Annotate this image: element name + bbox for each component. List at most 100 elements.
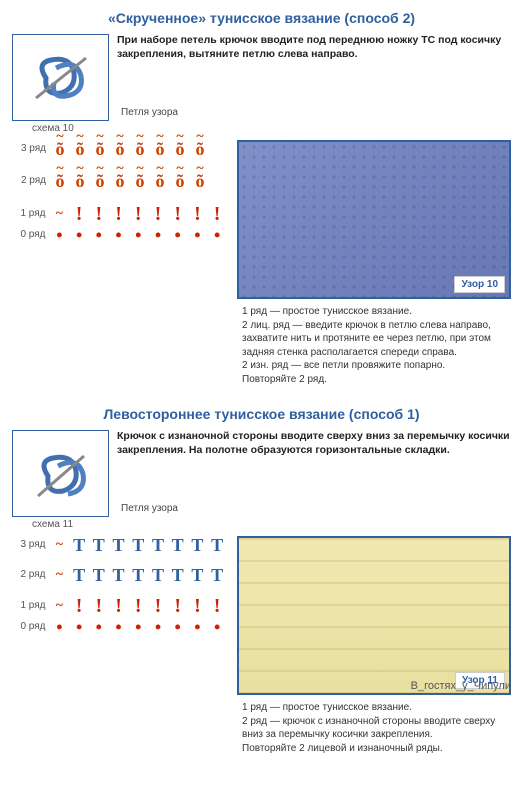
section1-desc: 1 ряд — простое тунисское вязание. 2 лиц… — [242, 305, 511, 386]
pattern-photo-2: Узор 11 — [237, 536, 511, 695]
chart-2: 3 ряд ~TTTTTTTT 2 ряд ~TTTTTTTT 1 ряд ~!… — [12, 536, 227, 695]
stitch-symbol: T — [207, 566, 227, 584]
stitch-symbol: ! — [148, 204, 168, 224]
loop-diagram-wrapper: Петля узора схема 11 — [12, 430, 109, 530]
stitch-symbol: ! — [89, 596, 109, 616]
stitch-symbol: • — [89, 618, 109, 636]
stitch-symbol: ! — [69, 204, 89, 224]
stitch-symbol: ~ — [50, 568, 70, 582]
watermark: В_гостях_у_Чипули — [411, 680, 511, 692]
chart-row: 0 ряд ••••••••• — [12, 618, 227, 636]
desc-line: 2 изн. ряд — все петли провяжите попарно… — [242, 359, 511, 373]
stitch-symbol: ~õ — [130, 172, 150, 190]
stitch-symbol: • — [50, 618, 70, 636]
section2-mid: 3 ряд ~TTTTTTTT 2 ряд ~TTTTTTTT 1 ряд ~!… — [12, 536, 511, 695]
stitch-symbol: ! — [188, 204, 208, 224]
stitch-symbol: • — [109, 618, 129, 636]
stitch-symbol: ~õ — [190, 172, 210, 190]
stitch-symbol: ! — [128, 596, 148, 616]
stitch-symbol: T — [207, 536, 227, 554]
desc-line: Повторяйте 2 ряд. — [242, 373, 511, 387]
stitch-symbol: ! — [168, 596, 188, 616]
stitch-symbol: ~õ — [50, 172, 70, 190]
stitch-symbol: ~õ — [190, 140, 210, 158]
stitch-symbol: ~õ — [110, 172, 130, 190]
chart-row: 3 ряд ~õ~õ~õ~õ~õ~õ~õ~õ — [12, 140, 227, 158]
stitch-symbol: • — [69, 618, 89, 636]
stitch-symbol: • — [50, 226, 70, 244]
row-label: 3 ряд — [12, 144, 50, 154]
stitch-symbol: • — [188, 226, 208, 244]
loop-diagram-wrapper: Петля узора схема 10 — [12, 34, 109, 134]
section2-top-row: Петля узора схема 11 Крючок с изнаночной… — [12, 430, 511, 530]
stitch-symbol: • — [168, 618, 188, 636]
stitch-symbol: • — [69, 226, 89, 244]
stitch-symbol: ~õ — [170, 172, 190, 190]
stitch-symbol: • — [128, 226, 148, 244]
row-label: 2 ряд — [12, 176, 50, 186]
stitch-symbol: T — [89, 536, 109, 554]
loop-diagram-2: Петля узора — [12, 430, 109, 517]
stitch-symbol: • — [148, 226, 168, 244]
chart-row: 2 ряд ~õ~õ~õ~õ~õ~õ~õ~õ — [12, 172, 227, 190]
desc-line: Повторяйте 2 лицевой и изнаночный ряды. — [242, 742, 511, 756]
loop-diagram-1: Петля узора — [12, 34, 109, 121]
row-label: 1 ряд — [12, 601, 50, 611]
section1-intro: При наборе петель крючок вводите под пер… — [117, 34, 511, 134]
section-leftside: Левостороннее тунисское вязание (способ … — [12, 406, 511, 755]
stitch-symbol: ! — [207, 596, 227, 616]
desc-line: 2 ряд — крючок с изнаночной стороны ввод… — [242, 715, 511, 742]
stitch-symbol: ~õ — [170, 140, 190, 158]
chart-1: 3 ряд ~õ~õ~õ~õ~õ~õ~õ~õ 2 ряд ~õ~õ~õ~õ~õ~… — [12, 140, 227, 299]
stitch-symbol: T — [109, 536, 129, 554]
stitch-symbol: T — [148, 536, 168, 554]
stitch-symbol: • — [207, 618, 227, 636]
stitch-symbol: ~õ — [110, 140, 130, 158]
stitch-symbol: ! — [188, 596, 208, 616]
row-label: 2 ряд — [12, 570, 50, 580]
stitch-symbol: T — [188, 536, 208, 554]
stitch-symbol: • — [128, 618, 148, 636]
stitch-symbol: • — [188, 618, 208, 636]
schema-label-2: схема 11 — [32, 519, 109, 530]
stitch-symbol: ~õ — [50, 140, 70, 158]
stitch-symbol: • — [109, 226, 129, 244]
stitch-symbol: ! — [148, 596, 168, 616]
stitch-symbol: ~õ — [70, 172, 90, 190]
stitch-symbol: T — [128, 566, 148, 584]
section2-title: Левостороннее тунисское вязание (способ … — [12, 406, 511, 422]
stitch-symbol: ~ — [50, 538, 70, 552]
stitch-symbol: T — [128, 536, 148, 554]
loop-label-2: Петля узора — [121, 503, 178, 514]
chart-row: 1 ряд ~!!!!!!!! — [12, 596, 227, 616]
stitch-symbol: ! — [69, 596, 89, 616]
section-twisted: «Скрученное» тунисское вязание (способ 2… — [12, 10, 511, 386]
stitch-symbol: ~õ — [70, 140, 90, 158]
stitch-symbol: T — [168, 566, 188, 584]
stitch-symbol: ! — [109, 204, 129, 224]
stitch-symbol: ~õ — [90, 140, 110, 158]
stitch-symbol: • — [168, 226, 188, 244]
section1-title: «Скрученное» тунисское вязание (способ 2… — [12, 10, 511, 26]
stitch-symbol: ! — [89, 204, 109, 224]
stitch-symbol: • — [89, 226, 109, 244]
stitch-symbol: ~õ — [150, 172, 170, 190]
section2-intro: Крючок с изнаночной стороны вводите свер… — [117, 430, 511, 530]
chart-row: 0 ряд ••••••••• — [12, 226, 227, 244]
section2-desc: 1 ряд — простое тунисское вязание. 2 ряд… — [242, 701, 511, 755]
row-label: 3 ряд — [12, 540, 50, 550]
stitch-symbol: ~õ — [90, 172, 110, 190]
pattern-photo-1: Узор 10 — [237, 140, 511, 299]
stitch-symbol: ! — [109, 596, 129, 616]
stitch-symbol: T — [69, 566, 89, 584]
stitch-symbol: T — [148, 566, 168, 584]
chart-row: 1 ряд ~!!!!!!!! — [12, 204, 227, 224]
section1-top-row: Петля узора схема 10 При наборе петель к… — [12, 34, 511, 134]
photo-label-1: Узор 10 — [454, 276, 505, 293]
stitch-symbol: T — [69, 536, 89, 554]
chart-row: 2 ряд ~TTTTTTTT — [12, 566, 227, 584]
stitch-symbol: ~õ — [130, 140, 150, 158]
loop-label-1: Петля узора — [121, 107, 178, 118]
stitch-symbol: ~õ — [150, 140, 170, 158]
stitch-symbol: • — [148, 618, 168, 636]
